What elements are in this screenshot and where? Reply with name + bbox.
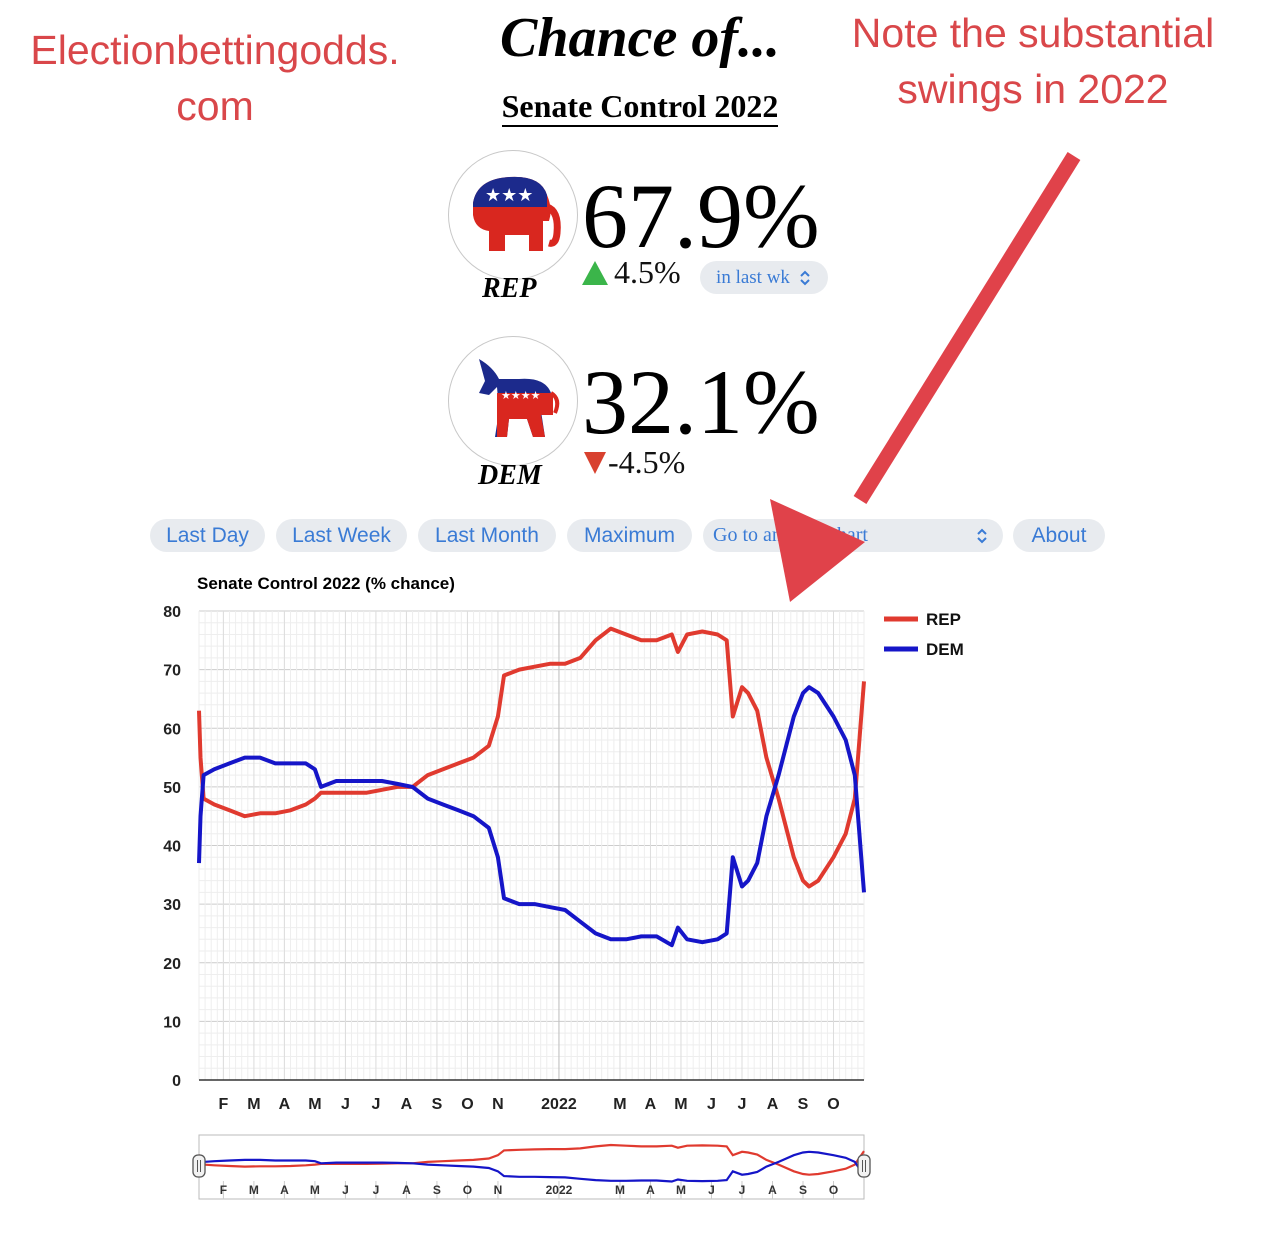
navigator-tick-label: 2022 (546, 1183, 573, 1197)
period-select[interactable]: in last wk (700, 261, 828, 294)
x-tick-label: M (613, 1096, 626, 1113)
x-tick-label: N (492, 1096, 504, 1113)
navigator-tick-label: A (768, 1183, 777, 1197)
navigator-tick-label: J (708, 1183, 715, 1197)
navigator-tick-label: N (494, 1183, 503, 1197)
swings-annotation-line2: swings in 2022 (897, 66, 1169, 112)
navigator-tick-label: M (249, 1183, 259, 1197)
rep-label: REP (482, 273, 537, 304)
y-tick-label: 70 (163, 663, 181, 680)
series-line-rep (197, 626, 866, 889)
y-tick-label: 0 (172, 1073, 181, 1090)
about-button[interactable]: About (1013, 519, 1105, 552)
rep-change: 4.5% (582, 254, 681, 291)
navigator-tick-label: S (799, 1183, 807, 1197)
navigator-tick-label: O (829, 1183, 838, 1197)
rep-change-value: 4.5% (614, 254, 681, 290)
donkey-icon: ★★★★ (479, 359, 560, 437)
y-tick-label: 30 (163, 897, 181, 914)
x-tick-label: F (219, 1096, 229, 1113)
navigator-tick-label: M (310, 1183, 320, 1197)
navigator-tick-label: M (615, 1183, 625, 1197)
page-subtitle-text[interactable]: Senate Control 2022 (501, 88, 779, 127)
x-tick-label: J (371, 1096, 380, 1113)
x-tick-label: J (341, 1096, 350, 1113)
x-tick-label: M (308, 1096, 321, 1113)
x-tick-label: A (645, 1096, 657, 1113)
chart-grid (198, 610, 865, 1081)
up-arrow-icon (582, 260, 608, 285)
source-annotation-line2: com (176, 83, 254, 129)
x-tick-label: A (401, 1096, 413, 1113)
down-arrow-icon (584, 451, 606, 474)
swings-annotation: Note the substantial swings in 2022 (828, 5, 1238, 117)
dem-logo: ★★★★ (448, 336, 578, 466)
x-tick-label: J (738, 1096, 747, 1113)
source-annotation-line1: Electionbettingodds. (30, 27, 400, 73)
legend-label-dem: DEM (926, 640, 964, 659)
swings-annotation-line1: Note the substantial (851, 10, 1215, 56)
rep-percent: 67.9% (582, 165, 820, 267)
x-tick-label: 2022 (541, 1096, 577, 1113)
x-tick-label: S (432, 1096, 443, 1113)
y-tick-label: 20 (163, 956, 181, 973)
x-tick-label: A (767, 1096, 779, 1113)
y-tick-label: 40 (163, 839, 181, 856)
dem-label: DEM (478, 460, 542, 491)
x-tick-label: A (279, 1096, 291, 1113)
navigator-frame (198, 1134, 865, 1200)
dem-change-value: -4.5% (608, 444, 686, 480)
x-tick-label: S (798, 1096, 809, 1113)
last-week-button[interactable]: Last Week (276, 519, 407, 552)
navigator-tick-label: O (463, 1183, 472, 1197)
chart-title: Senate Control 2022 (% chance) (197, 574, 455, 593)
navigator-tick-label: S (433, 1183, 441, 1197)
page-title: Chance of... (500, 7, 780, 69)
last-day-button[interactable]: Last Day (150, 519, 265, 552)
navigator-tick-label: A (646, 1183, 655, 1197)
elephant-icon: ★★★ (473, 176, 561, 251)
legend-label-rep: REP (926, 610, 961, 629)
x-tick-label: O (827, 1096, 839, 1113)
x-tick-label: M (674, 1096, 687, 1113)
dem-percent: 32.1% (582, 351, 820, 453)
maximum-button[interactable]: Maximum (567, 519, 692, 552)
chevron-updown-icon (800, 270, 810, 285)
navigator-tick-label: F (220, 1183, 227, 1197)
rep-logo: ★★★ (448, 150, 578, 280)
navigator-tick-label: A (280, 1183, 289, 1197)
y-tick-label: 80 (163, 604, 181, 621)
navigator-right-handle[interactable] (857, 1154, 871, 1178)
x-tick-label: J (707, 1096, 716, 1113)
page-subtitle[interactable]: Senate Control 2022 (440, 88, 840, 127)
handle-grip-icon (192, 1154, 206, 1178)
dem-change: -4.5% (584, 444, 685, 481)
period-select-value: in last wk (716, 266, 790, 288)
series-line-dem (197, 685, 866, 948)
handle-grip-icon (857, 1154, 871, 1178)
last-month-button[interactable]: Last Month (418, 519, 556, 552)
svg-text:★★★: ★★★ (485, 185, 533, 206)
navigator-tick-label: J (373, 1183, 380, 1197)
navigator-tick-label: A (402, 1183, 411, 1197)
navigator-tick-label: M (676, 1183, 686, 1197)
navigator-line-rep (197, 1143, 865, 1176)
chevron-updown-icon (977, 528, 987, 543)
source-annotation: Electionbettingodds. com (10, 22, 420, 134)
navigator-tick-label: J (342, 1183, 349, 1197)
svg-text:★★★★: ★★★★ (501, 389, 541, 402)
navigator-line-dem (197, 1150, 865, 1183)
x-tick-label: O (461, 1096, 473, 1113)
navigator-left-handle[interactable] (192, 1154, 206, 1178)
y-tick-label: 10 (163, 1014, 181, 1031)
y-tick-label: 50 (163, 780, 181, 797)
navigator-tick-label: J (739, 1183, 746, 1197)
x-tick-label: M (247, 1096, 260, 1113)
y-tick-label: 60 (163, 721, 181, 738)
